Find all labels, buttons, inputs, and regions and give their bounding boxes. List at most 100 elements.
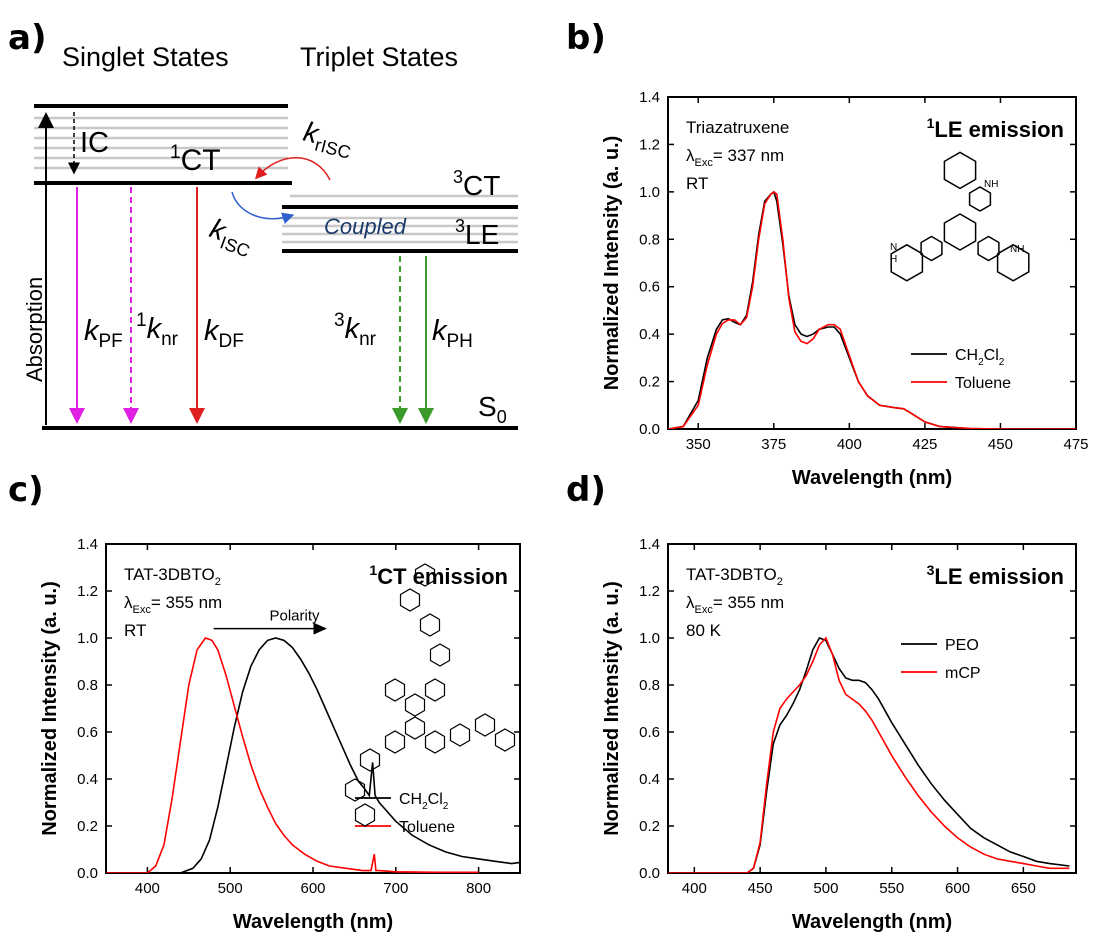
ring — [399, 588, 421, 612]
exc-sub: Exc — [695, 604, 714, 616]
ring — [449, 723, 471, 747]
y-tick-label: 0.4 — [639, 326, 660, 343]
temperature-label: 80 K — [686, 621, 722, 640]
tat-3dbto2-structure — [344, 563, 516, 827]
molecule-label: TAT-3DBTO2 — [686, 565, 783, 588]
legend-label: CH2Cl2 — [955, 347, 1005, 368]
pyrrole-ring — [977, 235, 1000, 262]
y-tick-label: 0.8 — [639, 677, 660, 694]
title-sup: 1 — [927, 115, 935, 131]
chart-c: 400 500 600 700 800 0.0 0.2 0.4 0.6 0.8 1.0 1.2 1.4 W… — [39, 536, 521, 933]
exc-value: = 337 nm — [713, 146, 784, 165]
legend-main: CH — [399, 791, 422, 808]
title-text: LE emission — [934, 564, 1064, 589]
ring — [414, 563, 436, 587]
series-line-secondary — [668, 190, 1076, 429]
legend-main: CH — [955, 347, 978, 364]
ring — [424, 678, 446, 702]
series-line-primary — [668, 637, 1070, 873]
x-tick-label: 450 — [748, 880, 773, 897]
legend-label: Toluene — [399, 819, 455, 836]
lambda-symbol: λ — [686, 146, 695, 165]
y-tick-label: 0.0 — [639, 421, 660, 438]
chart-b: 350 375 400 425 450 475 0.0 0.2 0.4 0.6 0.8 1.0 1.2 1… — [601, 89, 1089, 489]
legend-sub: 2 — [999, 357, 1005, 368]
ring — [494, 728, 516, 752]
series-line-primary — [668, 190, 1076, 429]
x-tick-label: 500 — [813, 880, 838, 897]
y-tick-label: 0.2 — [639, 818, 660, 835]
x-axis-label: Wavelength (nm) — [792, 911, 952, 933]
y-tick-label: 1.4 — [639, 89, 660, 106]
exc-sub: Exc — [133, 604, 152, 616]
series-line-secondary — [668, 636, 1070, 873]
ring — [404, 693, 426, 717]
ring — [474, 713, 496, 737]
molecule-label: TAT-3DBTO2 — [124, 565, 221, 588]
chart-d: 400 450 500 550 600 650 0.0 0.2 0.4 0.6 0.8 1.0 1.2 1… — [601, 536, 1077, 933]
exc-value: = 355 nm — [713, 593, 784, 612]
panel-label-c: c) — [8, 470, 44, 510]
legend-label: Toluene — [955, 375, 1011, 392]
x-tick-label: 450 — [988, 436, 1013, 453]
legend-main: mCP — [945, 665, 981, 682]
y-tick-label: 0.0 — [639, 865, 660, 882]
y-tick-label: 0.4 — [639, 771, 660, 788]
series-line-secondary — [106, 637, 479, 873]
emission-title: 3LE emission — [927, 562, 1064, 589]
title-sup: 3 — [927, 562, 935, 578]
series-line-primary — [106, 637, 520, 873]
y-tick-label: 0.6 — [639, 724, 660, 741]
emission-title: 1LE emission — [927, 115, 1064, 142]
legend-sub: 2 — [978, 357, 984, 368]
lambda-symbol: λ — [124, 593, 133, 612]
y-tick-label: 0.6 — [77, 724, 98, 741]
outer-ring — [890, 243, 924, 282]
ring — [359, 748, 381, 772]
y-tick-label: 1.2 — [77, 583, 98, 600]
legend-mid: Cl — [984, 347, 999, 364]
x-tick-label: 800 — [466, 880, 491, 897]
outer-ring — [996, 243, 1030, 282]
legend-mid: Cl — [428, 791, 443, 808]
y-tick-label: 1.2 — [639, 136, 660, 153]
legend-label: CH2Cl2 — [399, 791, 449, 812]
temperature-label: RT — [124, 621, 146, 640]
temperature-label: RT — [686, 174, 708, 193]
y-axis-label: Normalized Intensity (a. u.) — [601, 136, 623, 390]
title-sup: 1 — [369, 562, 377, 578]
plot-frame-b — [667, 96, 1077, 430]
ring — [424, 730, 446, 754]
molecule-label: Triazatruxene — [686, 118, 789, 137]
x-tick-label: 600 — [300, 880, 325, 897]
x-axis-label: Wavelength (nm) — [792, 467, 952, 489]
ring — [344, 778, 366, 802]
x-tick-label: 400 — [135, 880, 160, 897]
n-label: N — [890, 242, 897, 253]
x-tick-label: 475 — [1063, 436, 1088, 453]
y-tick-label: 1.0 — [77, 630, 98, 647]
title-text: LE emission — [934, 117, 1064, 142]
title-text: CT emission — [377, 564, 508, 589]
x-tick-label: 400 — [682, 880, 707, 897]
nh-label-2: NH — [1010, 244, 1024, 255]
molecule-main: TAT-3DBTO — [686, 565, 777, 584]
exc-sub: Exc — [695, 157, 714, 169]
x-tick-label: 700 — [383, 880, 408, 897]
molecule-sub: 2 — [777, 576, 783, 588]
nh-label: NH — [984, 179, 998, 190]
polarity-label: Polarity — [270, 608, 321, 625]
y-tick-label: 0.0 — [77, 865, 98, 882]
exc-value: = 355 nm — [151, 593, 222, 612]
triazatruxene-structure — [890, 151, 1030, 282]
x-tick-label: 350 — [686, 436, 711, 453]
y-tick-label: 0.4 — [77, 771, 98, 788]
ring — [384, 730, 406, 754]
ring — [429, 643, 451, 667]
panel-label-d: d) — [566, 470, 606, 510]
panel-label-b: b) — [566, 18, 606, 58]
ring — [354, 803, 376, 827]
legend-main: Toluene — [955, 375, 1011, 392]
emission-title: 1CT emission — [369, 562, 508, 589]
